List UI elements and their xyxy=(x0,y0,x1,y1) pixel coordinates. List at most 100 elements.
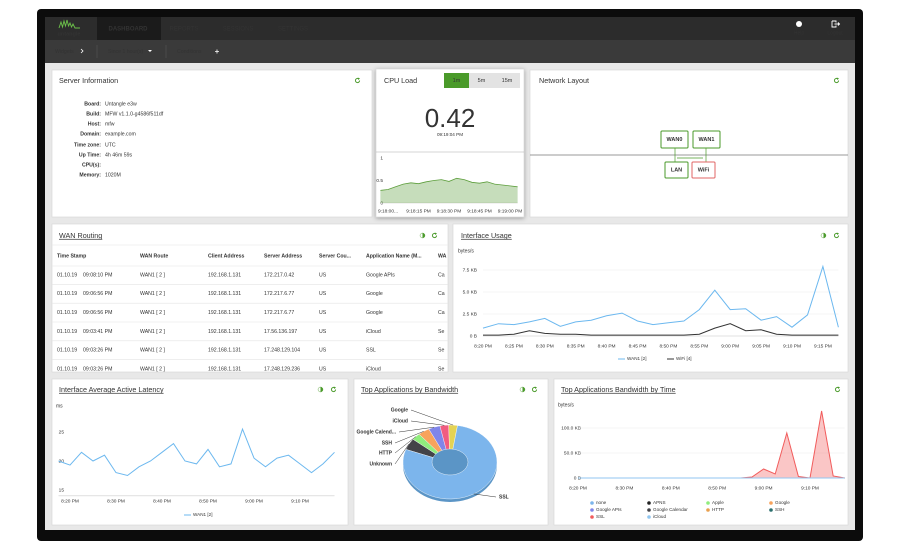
info-label: CPU(s): xyxy=(82,162,101,168)
column-header[interactable]: Server Address xyxy=(264,253,302,259)
panel xyxy=(529,69,849,218)
legend-label[interactable]: Apple xyxy=(712,500,724,505)
node-box[interactable] xyxy=(691,161,716,179)
leader-line xyxy=(398,426,435,433)
cell: SSL xyxy=(366,348,376,354)
legend-marker xyxy=(706,501,710,505)
legend-marker xyxy=(590,515,594,519)
info-label: Domain: xyxy=(80,131,101,137)
legend-label[interactable]: iCloud xyxy=(653,514,666,519)
legend-label[interactable]: none xyxy=(596,500,607,505)
cell: iCloud xyxy=(366,329,381,335)
node-label[interactable]: WAN1 xyxy=(699,137,715,143)
node-box[interactable] xyxy=(664,161,689,179)
y-tick-label: 15 xyxy=(59,487,65,493)
y-axis-label: bytes/s xyxy=(458,248,474,254)
series-line xyxy=(58,427,335,477)
cell: 192.168.1.131 xyxy=(208,291,241,297)
info-label: Build: xyxy=(86,111,101,117)
help-icon[interactable] xyxy=(796,21,802,27)
legend-label[interactable]: WAN1 [2] xyxy=(627,356,647,361)
nav-tab[interactable]: SESSIONS xyxy=(223,27,254,33)
slice[interactable] xyxy=(402,425,498,500)
x-tick-label: 9:18:15 PM xyxy=(406,208,431,214)
panel xyxy=(375,68,525,218)
nav-tab[interactable]: REPORTS xyxy=(170,27,199,33)
x-tick-label: 9:10 PM xyxy=(783,343,801,349)
column-header[interactable]: WAN Route xyxy=(140,253,168,259)
legend-label[interactable]: APNS xyxy=(653,500,666,505)
nav-help[interactable]: Help xyxy=(794,30,805,36)
legend-label[interactable]: SSL xyxy=(596,514,605,519)
info-value: mfw xyxy=(105,121,115,127)
column-header[interactable]: WA xyxy=(438,253,447,259)
range-active[interactable] xyxy=(444,73,469,88)
column-header[interactable]: Time Stamp xyxy=(57,253,86,259)
legend-label[interactable]: HTTP xyxy=(712,507,724,512)
range-button[interactable]: 15m xyxy=(502,78,513,84)
legend-label[interactable]: Google Calendar xyxy=(653,507,688,512)
toolbar-widgets[interactable]: Widgets xyxy=(55,49,74,55)
x-tick-label: 8:50 PM xyxy=(199,498,217,504)
panel-title: Interface Usage xyxy=(461,231,512,240)
legend-label[interactable]: Google xyxy=(775,500,790,505)
toolbar-since[interactable]: Since 1 hour(s) xyxy=(108,49,143,55)
range-button[interactable]: 5m xyxy=(478,78,486,84)
panel xyxy=(452,223,849,373)
x-tick-label: 8:20 PM xyxy=(61,498,79,504)
cell: 192.168.1.131 xyxy=(208,272,241,278)
legend-label[interactable]: SSH xyxy=(775,507,784,512)
series-line xyxy=(482,264,839,329)
panel xyxy=(51,69,373,218)
range-button[interactable]: 1m xyxy=(453,78,461,84)
cell: Se xyxy=(438,329,444,335)
legend-marker xyxy=(647,515,651,519)
y-tick-label: 0 B xyxy=(470,333,477,339)
leader-line xyxy=(410,409,454,426)
slice-label: iCloud xyxy=(392,418,408,424)
y-tick-label: 50.0 KB xyxy=(564,450,581,456)
legend-label[interactable]: WiFi [4] xyxy=(676,356,692,361)
cell: 17.56.136.197 xyxy=(264,329,297,335)
conditions-add[interactable] xyxy=(215,49,219,54)
legend-label[interactable]: WAN1 [2] xyxy=(193,512,213,517)
slice-label: HTTP xyxy=(379,450,393,456)
logout-icon[interactable] xyxy=(831,20,841,28)
x-tick-label: 8:40 PM xyxy=(662,485,680,491)
panel-title: WAN Routing xyxy=(59,231,102,240)
y-axis-label: ms xyxy=(56,403,63,409)
x-tick-label: 8:55 PM xyxy=(690,343,708,349)
leader-line xyxy=(473,493,497,498)
x-tick-label: 8:30 PM xyxy=(107,498,125,504)
node-box[interactable] xyxy=(660,130,689,149)
info-label: Up Time: xyxy=(79,152,101,158)
column-header[interactable]: Server Cou... xyxy=(319,253,352,259)
toolbar-conditions[interactable]: Conditions xyxy=(177,49,202,55)
node-label[interactable]: WiFi xyxy=(698,167,710,173)
x-tick-label: 9:00 PM xyxy=(245,498,263,504)
panel-title: Top Applications Bandwidth by Time xyxy=(561,385,676,394)
legend-marker xyxy=(590,508,594,512)
nav-logout[interactable]: Logout xyxy=(827,30,843,36)
x-tick-label: 9:15 PM xyxy=(814,343,832,349)
legend-label[interactable]: Google APIs xyxy=(596,507,622,512)
node-label[interactable]: WAN0 xyxy=(667,137,683,143)
column-header[interactable]: Client Address xyxy=(208,253,245,259)
info-value: Untangle e3w xyxy=(105,101,137,107)
node-label[interactable]: LAN xyxy=(671,167,682,173)
x-tick-label: 8:30 PM xyxy=(615,485,633,491)
x-tick-label: 9:18:30 PM xyxy=(437,208,462,214)
cell: 01.10.19 xyxy=(57,272,77,278)
cell: 01.10.19 xyxy=(57,329,77,335)
x-tick-label: 8:35 PM xyxy=(567,343,585,349)
legend-marker xyxy=(590,501,594,505)
node-box[interactable] xyxy=(692,130,721,149)
cell: US xyxy=(319,291,327,297)
nav-tab[interactable]: DASHBOARD xyxy=(109,27,149,33)
nav-tab[interactable]: SETTINGS xyxy=(278,27,308,33)
cell: Ca xyxy=(438,291,445,297)
legend-marker xyxy=(647,501,651,505)
cell: 192.168.1.131 xyxy=(208,348,241,354)
column-header[interactable]: Application Name (M... xyxy=(366,253,422,259)
cell: 09:03:26 PM xyxy=(83,366,112,372)
